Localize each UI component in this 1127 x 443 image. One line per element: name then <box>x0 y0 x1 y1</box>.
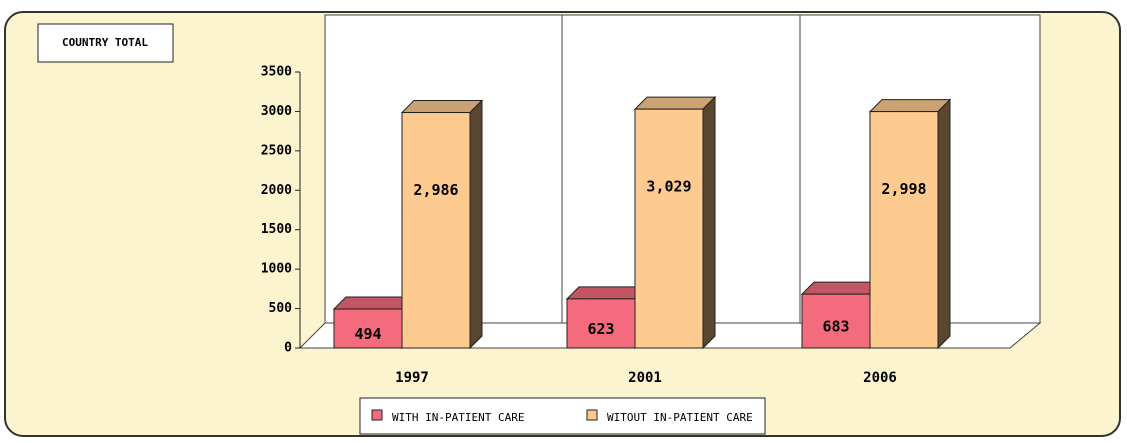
x-tick-label: 2006 <box>863 370 897 386</box>
bar-top <box>633 96 717 110</box>
bar <box>869 111 939 349</box>
y-tick-label: 1500 <box>261 222 292 237</box>
bar-side <box>702 95 716 350</box>
bar <box>634 108 704 349</box>
y-tick-label: 0 <box>284 341 292 356</box>
bar <box>566 298 636 349</box>
y-tick-label: 3000 <box>261 104 292 119</box>
x-tick-label: 2001 <box>628 370 662 386</box>
x-tick-label: 1997 <box>395 370 429 386</box>
value-label: 3,029 <box>646 178 691 196</box>
bar-top <box>400 100 484 114</box>
chart-title: COUNTRY TOTAL <box>62 36 148 49</box>
legend-swatch <box>586 409 598 421</box>
value-label: 683 <box>822 318 849 336</box>
legend-label: WITH IN-PATIENT CARE <box>392 411 524 424</box>
value-label: 2,998 <box>881 180 926 198</box>
legend-label: WITOUT IN-PATIENT CARE <box>607 411 753 424</box>
y-tick-label: 2500 <box>261 143 292 158</box>
value-label: 2,986 <box>413 181 458 199</box>
value-label: 494 <box>354 325 381 343</box>
y-tick-label: 2000 <box>261 183 292 198</box>
y-tick-label: 500 <box>269 301 293 316</box>
bar-top <box>868 99 952 113</box>
bar-side <box>469 99 483 350</box>
value-label: 623 <box>587 320 614 338</box>
legend <box>359 397 766 435</box>
bar <box>401 112 471 349</box>
title-box <box>37 23 174 63</box>
bar-side <box>937 98 951 350</box>
legend-swatch <box>371 409 383 421</box>
y-tick-label: 3500 <box>261 65 292 80</box>
bar <box>333 308 403 349</box>
y-tick-label: 1000 <box>261 262 292 277</box>
